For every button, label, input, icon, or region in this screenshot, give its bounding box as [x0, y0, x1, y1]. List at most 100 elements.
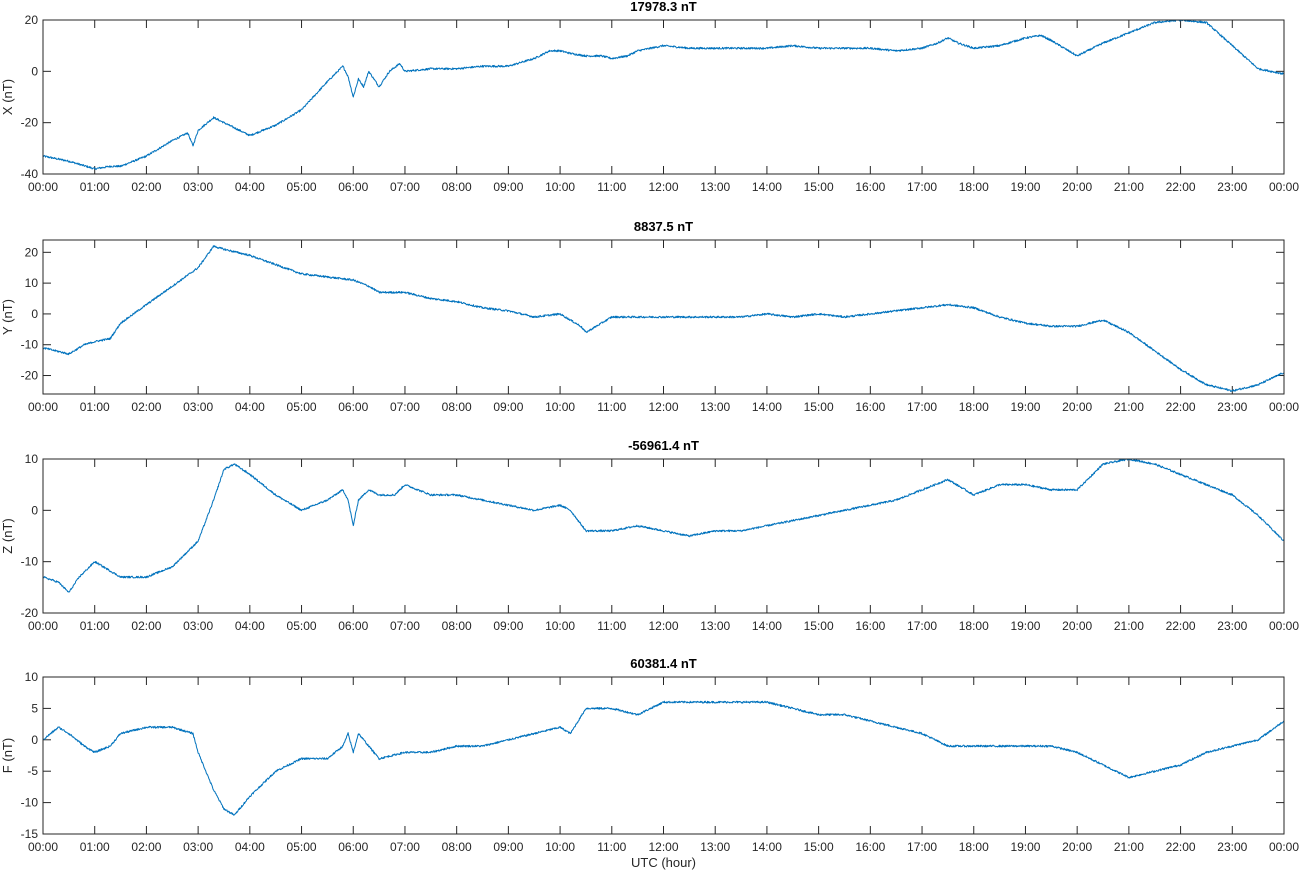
y-tick-label: 10: [25, 276, 39, 290]
y-tick-label: -10: [21, 338, 39, 352]
x-tick-label: 19:00: [1010, 840, 1040, 854]
y-tick-label: -10: [21, 796, 39, 810]
x-tick-label: 20:00: [1062, 619, 1092, 633]
x-tick-label: 07:00: [390, 840, 420, 854]
y-tick-label: 0: [31, 64, 38, 78]
panel-title: 8837.5 nT: [634, 219, 693, 234]
x-tick-label: 19:00: [1010, 619, 1040, 633]
x-tick-label: 16:00: [855, 840, 885, 854]
x-tick-label: 14:00: [752, 180, 782, 194]
x-tick-label: 22:00: [1166, 840, 1196, 854]
x-tick-label: 13:00: [700, 180, 730, 194]
y-axis-label: Y (nT): [0, 299, 15, 335]
x-tick-label: 12:00: [648, 400, 678, 414]
x-tick-label: 18:00: [959, 619, 989, 633]
x-tick-label: 10:00: [545, 840, 575, 854]
x-tick-label: 16:00: [855, 400, 885, 414]
x-tick-label: 04:00: [235, 619, 265, 633]
x-tick-label: 06:00: [338, 619, 368, 633]
x-tick-label: 11:00: [597, 180, 626, 194]
x-tick-label: 02:00: [131, 400, 161, 414]
x-tick-label: 17:00: [907, 180, 937, 194]
x-tick-label: 17:00: [907, 619, 937, 633]
x-tick-label: 13:00: [700, 400, 730, 414]
x-tick-label: 23:00: [1217, 619, 1247, 633]
x-tick-label: 23:00: [1217, 840, 1247, 854]
x-tick-label: 12:00: [648, 619, 678, 633]
x-tick-label: 08:00: [442, 619, 472, 633]
y-tick-label: -20: [21, 369, 39, 383]
panel-f: 60381.4 nT F (nT) -15 -10 -5 0 5 10 00:00 01:00 02…: [0, 656, 1299, 854]
x-tick-label: 23:00: [1217, 180, 1247, 194]
x-tick-label: 00:00: [1269, 400, 1299, 414]
x-tick-label: 01:00: [80, 400, 110, 414]
y-axis-label: Z (nT): [0, 518, 15, 553]
y-axis-label: X (nT): [0, 79, 15, 115]
x-tick-label: 20:00: [1062, 180, 1092, 194]
x-tick-label: 08:00: [442, 840, 472, 854]
x-tick-label: 16:00: [855, 180, 885, 194]
panel-title: 60381.4 nT: [630, 656, 697, 671]
x-tick-label: 15:00: [804, 840, 834, 854]
x-tick-label: 19:00: [1010, 180, 1040, 194]
data-series-line: [42, 245, 1285, 392]
plot-area: [42, 676, 1285, 835]
x-tick-label: 19:00: [1010, 400, 1040, 414]
panel-z: -56961.4 nT Z (nT) -20 -10 0 10 00:00 01:00 02:0…: [0, 438, 1299, 633]
x-tick-label: 14:00: [752, 840, 782, 854]
data-series-line: [42, 700, 1285, 816]
x-tick-label: 03:00: [183, 840, 213, 854]
x-tick-label: 12:00: [648, 180, 678, 194]
x-tick-label: 11:00: [597, 400, 626, 414]
x-tick-label: 16:00: [855, 619, 885, 633]
panel-y: 8837.5 nT Y (nT) -20 -10 0 10 20 00:00 01:00 02:0…: [0, 219, 1299, 414]
x-tick-label: 05:00: [287, 400, 317, 414]
x-tick-label: 22:00: [1166, 180, 1196, 194]
plot-frame: [42, 458, 1285, 614]
data-series-line: [42, 19, 1285, 171]
x-tick-label: 00:00: [28, 619, 58, 633]
x-tick-label: 07:00: [390, 400, 420, 414]
x-tick-label: 06:00: [338, 840, 368, 854]
y-tick-label: -15: [21, 827, 39, 841]
y-tick-label: 0: [31, 307, 38, 321]
y-tick-label: 20: [25, 13, 39, 27]
x-tick-label: 07:00: [390, 619, 420, 633]
x-tick-label: 15:00: [804, 400, 834, 414]
x-tick-label: 17:00: [907, 840, 937, 854]
x-tick-label: 05:00: [287, 840, 317, 854]
x-tick-label: 00:00: [1269, 619, 1299, 633]
y-tick-label: -40: [21, 167, 39, 181]
x-tick-label: 13:00: [700, 619, 730, 633]
x-tick-label: 03:00: [183, 400, 213, 414]
x-tick-label: 21:00: [1114, 400, 1144, 414]
x-tick-label: 11:00: [597, 840, 626, 854]
x-tick-label: 00:00: [28, 840, 58, 854]
y-tick-label: 5: [31, 701, 38, 715]
panel-title: -56961.4 nT: [628, 438, 699, 453]
x-tick-label: 15:00: [804, 619, 834, 633]
x-tick-label: 00:00: [1269, 840, 1299, 854]
x-tick-label: 02:00: [131, 619, 161, 633]
plot-frame: [42, 19, 1285, 175]
y-tick-label: -5: [27, 764, 38, 778]
x-tick-label: 20:00: [1062, 840, 1092, 854]
x-tick-label: 23:00: [1217, 400, 1247, 414]
x-tick-label: 05:00: [287, 619, 317, 633]
x-tick-label: 15:00: [804, 180, 834, 194]
x-tick-label: 14:00: [752, 619, 782, 633]
x-tick-label: 03:00: [183, 180, 213, 194]
plot-area: [42, 19, 1285, 175]
x-tick-label: 06:00: [338, 180, 368, 194]
x-tick-label: 01:00: [80, 619, 110, 633]
data-series-line: [42, 458, 1285, 593]
x-tick-label: 02:00: [131, 840, 161, 854]
y-axis-label: F (nT): [0, 738, 15, 773]
plot-frame: [42, 676, 1285, 835]
x-tick-label: 09:00: [493, 840, 523, 854]
x-tick-label: 13:00: [700, 840, 730, 854]
x-tick-label: 22:00: [1166, 400, 1196, 414]
x-tick-label: 02:00: [131, 180, 161, 194]
x-tick-label: 09:00: [493, 180, 523, 194]
